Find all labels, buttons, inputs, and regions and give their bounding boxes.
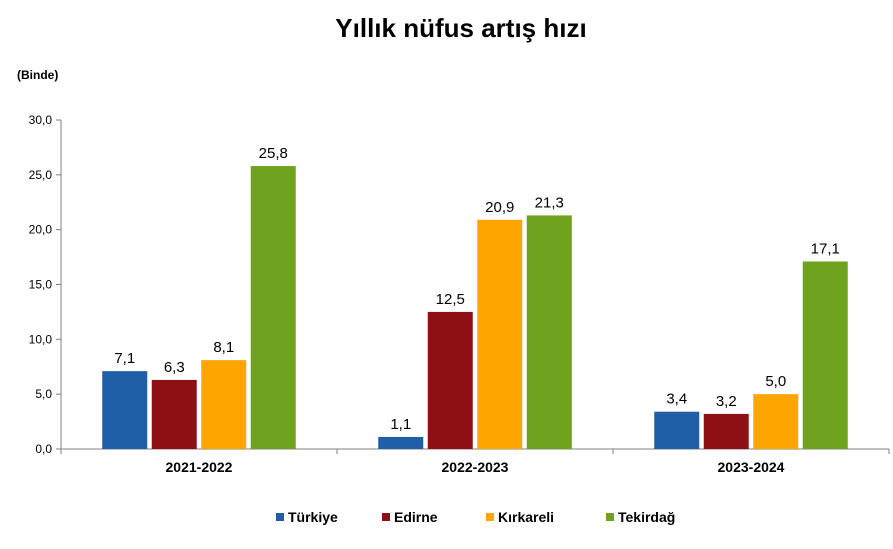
bar-kırkareli <box>753 394 799 449</box>
legend-label: Kırkareli <box>498 509 554 525</box>
legend-swatch <box>276 513 284 521</box>
y-axis: 0,0 5,0 10,0 15,0 20,0 25,0 30,0 <box>29 113 62 456</box>
bar-edirne <box>427 311 473 449</box>
data-label: 3,4 <box>666 391 687 408</box>
chart-title: Yıllık nüfus artış hızı <box>335 13 586 43</box>
x-tick-label: 2021-2022 <box>166 459 233 475</box>
x-axis: 2021-2022 2022-2023 2023-2024 <box>60 448 890 475</box>
bar-kırkareli <box>477 219 523 449</box>
data-label: 21,3 <box>535 194 564 211</box>
bars <box>102 166 848 449</box>
data-label: 5,0 <box>765 373 786 390</box>
data-label: 7,1 <box>114 350 135 367</box>
bar-türkiye <box>654 411 700 449</box>
y-tick-label: 0,0 <box>35 442 52 456</box>
y-tick-label: 5,0 <box>35 387 52 401</box>
legend-label: Tekirdağ <box>618 509 675 525</box>
bar-edirne <box>151 379 197 449</box>
legend-label: Edirne <box>394 509 438 525</box>
data-label: 1,1 <box>390 416 411 433</box>
legend-swatch <box>382 513 390 521</box>
bar-tekirdağ <box>250 166 296 449</box>
y-tick-label: 25,0 <box>29 168 53 182</box>
data-label: 20,9 <box>485 199 514 216</box>
bar-türkiye <box>378 436 424 449</box>
data-label: 12,5 <box>436 291 465 308</box>
bar-tekirdağ <box>802 261 848 449</box>
legend-swatch <box>486 513 494 521</box>
x-tick-label: 2022-2023 <box>442 459 509 475</box>
legend-label: Türkiye <box>288 509 338 525</box>
data-label: 17,1 <box>811 240 840 257</box>
y-tick-label: 15,0 <box>29 278 53 292</box>
bar-tekirdağ <box>526 215 572 449</box>
bar-kırkareli <box>201 360 247 449</box>
x-tick-label: 2023-2024 <box>718 459 785 475</box>
data-label: 6,3 <box>164 359 185 376</box>
y-tick-label: 10,0 <box>29 332 53 346</box>
data-labels: 7,1 6,3 8,1 25,8 1,1 12,5 20,9 21,3 3,4 3,2 5,0 17,… <box>114 145 840 433</box>
y-tick-label: 30,0 <box>29 113 53 127</box>
bar-türkiye <box>102 371 148 449</box>
legend-swatch <box>606 513 614 521</box>
legend: Türkiye Edirne Kırkareli Tekirdağ <box>276 509 675 525</box>
unit-label: (Binde) <box>17 68 58 82</box>
data-label: 25,8 <box>259 145 288 162</box>
y-tick-label: 20,0 <box>29 223 53 237</box>
data-label: 3,2 <box>716 393 737 410</box>
data-label: 8,1 <box>213 339 234 356</box>
bar-edirne <box>703 413 749 449</box>
